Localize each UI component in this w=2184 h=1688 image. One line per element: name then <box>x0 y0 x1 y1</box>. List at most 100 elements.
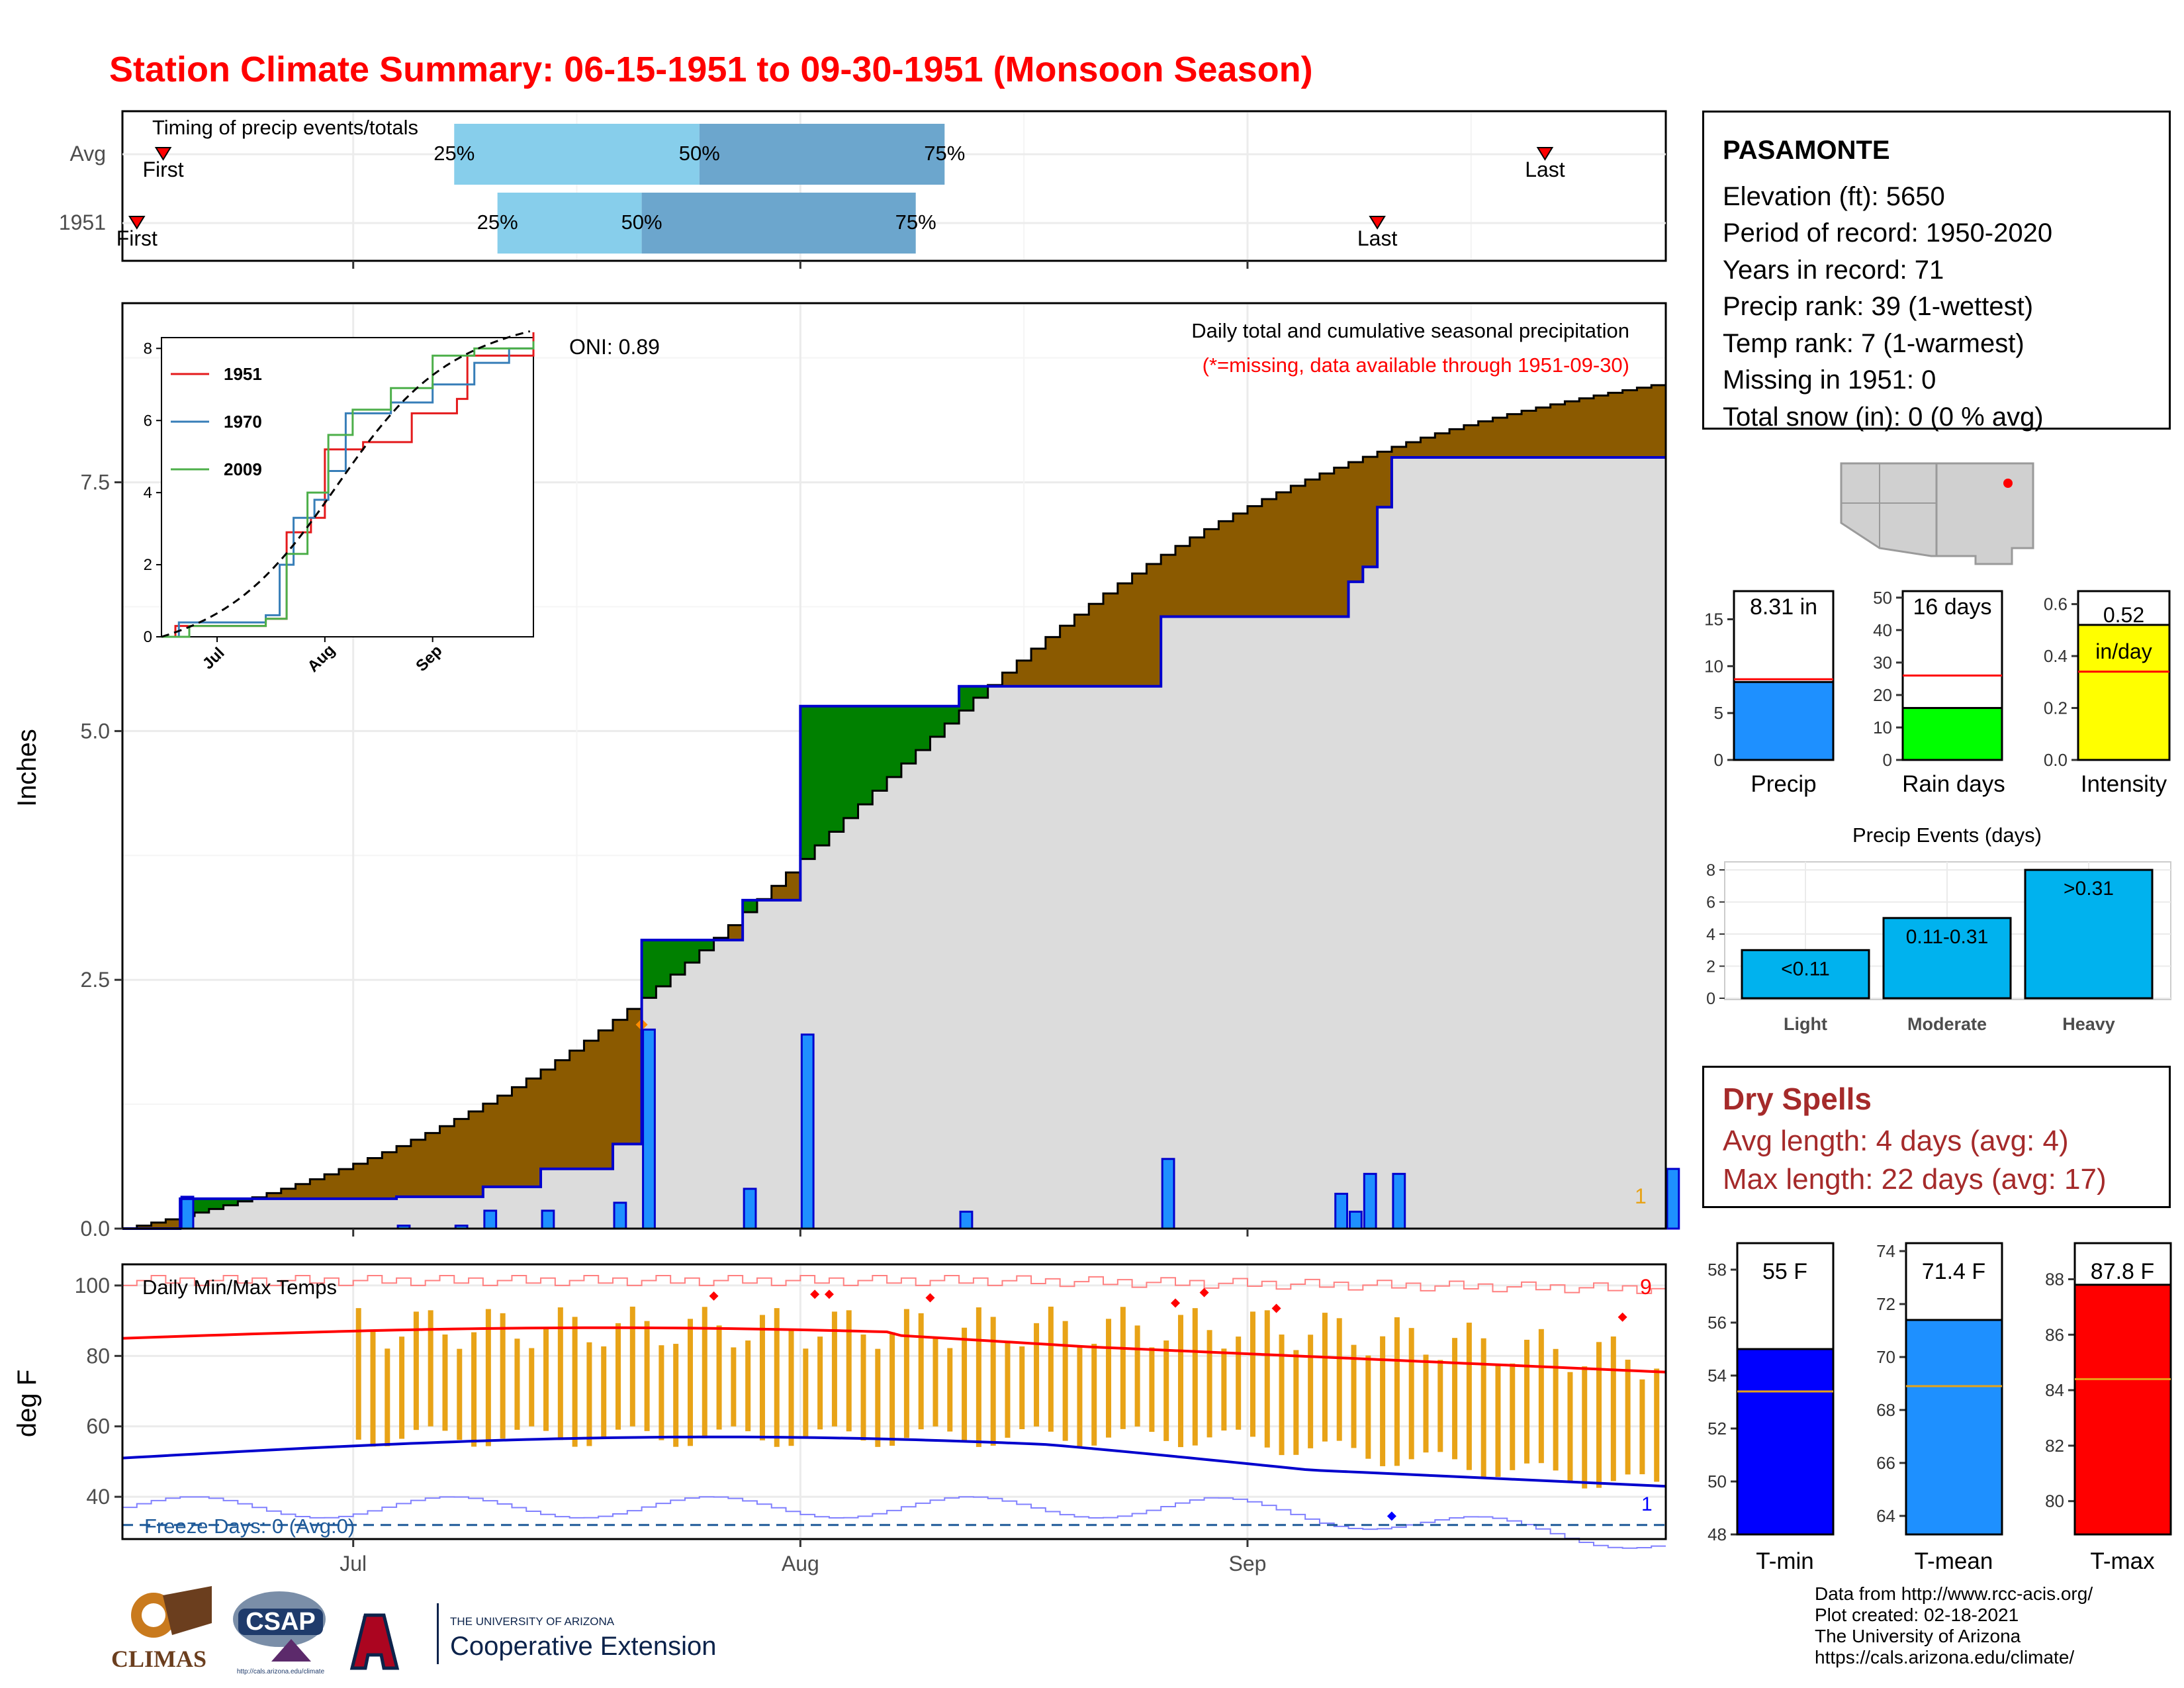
daily-temp-range-bar <box>500 1313 506 1439</box>
timing-p50-label: 50% <box>621 211 662 234</box>
daily-temp-range-bar <box>1048 1306 1054 1432</box>
timing-row-avg: Avg <box>69 142 106 165</box>
stat-y-tick-label: 0 <box>1714 750 1723 770</box>
daily-temp-range-bar <box>442 1334 448 1431</box>
events-bar-label: <0.11 <box>1781 958 1830 980</box>
daily-temp-range-bar <box>1134 1325 1140 1427</box>
daily-precip-bar <box>613 1201 627 1230</box>
average-min-line <box>122 1435 1666 1488</box>
daily-temp-range-bar <box>1351 1344 1357 1448</box>
daily-temp-range-bar <box>629 1306 635 1427</box>
month-tick-label: Sep <box>1228 1552 1266 1575</box>
temp-ylabel: deg F <box>13 1370 42 1437</box>
daily-temp-range-bar <box>716 1325 722 1430</box>
daily-temp-range-bar <box>514 1338 520 1430</box>
daily-temp-range-bar <box>529 1348 535 1427</box>
tmean-value: 71.4 F <box>1922 1259 1985 1284</box>
daily-temp-range-bar <box>1206 1330 1212 1438</box>
timing-label: Timing of precip events/totals <box>152 116 418 139</box>
daily-temp-range-bar <box>1264 1310 1270 1448</box>
record-high-marker <box>1170 1298 1180 1308</box>
stat-bar <box>2073 1284 2172 1536</box>
events-y-tick-label: 2 <box>1706 958 1715 976</box>
daily-temp-range-bar <box>399 1336 405 1439</box>
daily-temp-range-bar <box>1336 1318 1342 1441</box>
daily-temp-range-bar <box>385 1348 390 1446</box>
station-info-box: PASAMONTE Elevation (ft): 5650 Period of… <box>1702 111 2171 432</box>
temp-y-tick-label: 100 <box>75 1274 110 1297</box>
below-average-fill <box>136 385 1666 1229</box>
daily-temp-range-bar <box>586 1342 592 1446</box>
daily-precip-bar <box>1161 1158 1175 1230</box>
daily-temp-range-bar <box>1582 1366 1588 1489</box>
precip-total-label: Precip <box>1751 771 1816 797</box>
timing-row-1951: 1951 <box>59 211 106 234</box>
tmin-value: 55 F <box>1762 1259 1807 1284</box>
daily-temp-range-bar <box>1423 1354 1429 1453</box>
inset-legend-1951: 1951 <box>224 364 262 384</box>
daily-temp-range-bar <box>759 1315 765 1440</box>
stat-y-tick-label: 74 <box>1876 1241 1895 1261</box>
daily-precip-bars <box>180 1018 1680 1230</box>
events-y-tick-label: 8 <box>1706 861 1715 880</box>
daily-temp-range-bar <box>903 1309 909 1438</box>
daily-temp-range-bar <box>702 1307 707 1438</box>
daily-temp-range-bar <box>471 1332 477 1447</box>
station-elevation: Elevation (ft): 5650 <box>1723 181 1945 211</box>
daily-temp-range-bar <box>976 1307 981 1447</box>
timing-p25-label: 25% <box>433 142 475 165</box>
last-event-label: Last <box>1357 226 1398 250</box>
rain-days-panel: 0 10 20 30 40 50 16 days Rain days <box>1873 588 2005 797</box>
daily-temp-range-bar <box>1452 1338 1458 1460</box>
stat-y-tick-label: 40 <box>1873 620 1892 640</box>
dry-spells-max: Max length: 22 days (avg: 17) <box>1723 1163 2107 1196</box>
daily-temp-range-bar <box>875 1348 881 1447</box>
daily-precip-bar <box>180 1196 195 1230</box>
daily-temp-range-bar <box>687 1319 693 1446</box>
events-category-label: Heavy <box>2062 1014 2115 1034</box>
events-bar <box>1882 917 2012 1000</box>
daily-temp-range-bar <box>1005 1342 1011 1438</box>
daily-temp-range-bar <box>1654 1368 1660 1482</box>
stat-y-tick-label: 72 <box>1876 1294 1895 1314</box>
daily-temp-range-bar <box>1077 1345 1083 1447</box>
tmax-label: T-max <box>2090 1548 2155 1574</box>
intensity-label: Intensity <box>2081 771 2167 797</box>
stat-y-tick-label: 86 <box>2045 1325 2064 1344</box>
daily-temp-range-bar <box>990 1317 996 1446</box>
stat-y-tick-label: 88 <box>2045 1269 2064 1289</box>
stat-y-tick-label: 68 <box>1876 1400 1895 1420</box>
daily-temp-range-bar <box>1408 1328 1414 1460</box>
tmean-panel: 64 66 68 70 72 74 71.4 F T-mean <box>1876 1241 2003 1574</box>
daily-temp-range-bar <box>1394 1317 1400 1466</box>
stat-y-tick-label: 15 <box>1704 610 1723 630</box>
daily-temp-range-bar <box>355 1308 361 1440</box>
daily-temp-range-bar <box>644 1321 650 1431</box>
temp-count-bottom: 1 <box>1641 1493 1653 1515</box>
ua-big-text: Cooperative Extension <box>450 1632 716 1661</box>
daily-temp-range-bar <box>673 1344 679 1447</box>
events-y-tick-label: 0 <box>1706 990 1715 1008</box>
inset-legend-2009: 2009 <box>224 459 262 479</box>
inset-average-line <box>161 330 531 638</box>
stat-y-tick-label: 80 <box>2045 1491 2064 1511</box>
precip-y-tick-label: 7.5 <box>81 471 110 494</box>
record-high-marker <box>1271 1303 1281 1313</box>
daily-temp-range-bar <box>817 1336 823 1430</box>
daily-temp-range-bar <box>1510 1363 1516 1470</box>
temp-count-top: 9 <box>1640 1275 1652 1299</box>
precip-total-value: 8.31 in <box>1750 594 1817 620</box>
credits: Data from http://www.rcc-acis.org/ Plot … <box>1815 1583 2093 1668</box>
daily-temp-range-bar <box>1279 1335 1285 1456</box>
corner-count: 1 <box>1635 1184 1647 1208</box>
month-tick-label: Aug <box>782 1552 819 1575</box>
daily-precip-bar <box>1392 1172 1406 1230</box>
daily-temp-range-bar <box>1380 1336 1386 1466</box>
events-y-tick-label: 4 <box>1706 925 1715 944</box>
inset-y-tick-label: 6 <box>144 412 152 430</box>
daily-temp-range-bar <box>1365 1355 1371 1459</box>
stat-bar <box>1733 680 1835 761</box>
daily-temp-range-bar <box>1293 1350 1299 1455</box>
stat-bar <box>2077 624 2171 761</box>
